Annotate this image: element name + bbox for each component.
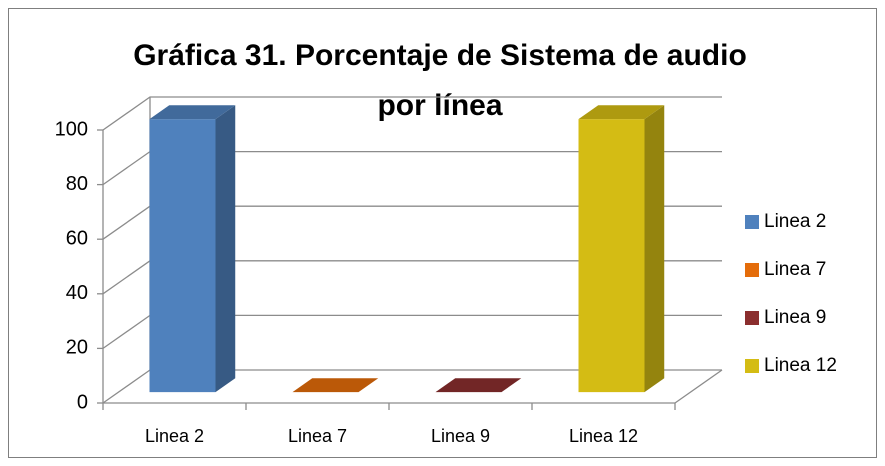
bar-top: [292, 378, 379, 393]
legend-label: Linea 9: [764, 307, 826, 328]
y-tick-label: 0: [77, 391, 88, 413]
legend-swatch: [745, 359, 759, 373]
y-tick-label: 100: [55, 118, 88, 140]
grid-line: [102, 96, 722, 131]
y-tick-label: 80: [66, 173, 88, 195]
y-tick-label: 20: [66, 337, 88, 359]
bar-top: [149, 105, 236, 120]
x-tick-label: Linea 12: [569, 426, 638, 446]
legend-swatch: [745, 311, 759, 325]
bar: [149, 119, 216, 393]
x-tick-label: Linea 2: [145, 426, 204, 446]
legend-label: Linea 12: [764, 355, 837, 376]
axis-line: [674, 369, 723, 404]
bar: [578, 119, 645, 393]
bar-side: [644, 105, 665, 393]
chart-title: por línea: [377, 89, 502, 122]
legend-swatch: [745, 215, 759, 229]
legend-label: Linea 7: [764, 259, 826, 280]
x-tick-label: Linea 9: [431, 426, 490, 446]
bar-top: [578, 105, 665, 120]
bar-top: [435, 378, 522, 393]
y-tick-label: 60: [66, 227, 88, 249]
chart-title: Gráfica 31. Porcentaje de Sistema de aud…: [133, 39, 747, 72]
x-tick-label: Linea 7: [288, 426, 347, 446]
legend-swatch: [745, 263, 759, 277]
y-tick-label: 40: [66, 282, 88, 304]
legend-label: Linea 2: [764, 211, 826, 232]
bar-side: [215, 105, 236, 393]
